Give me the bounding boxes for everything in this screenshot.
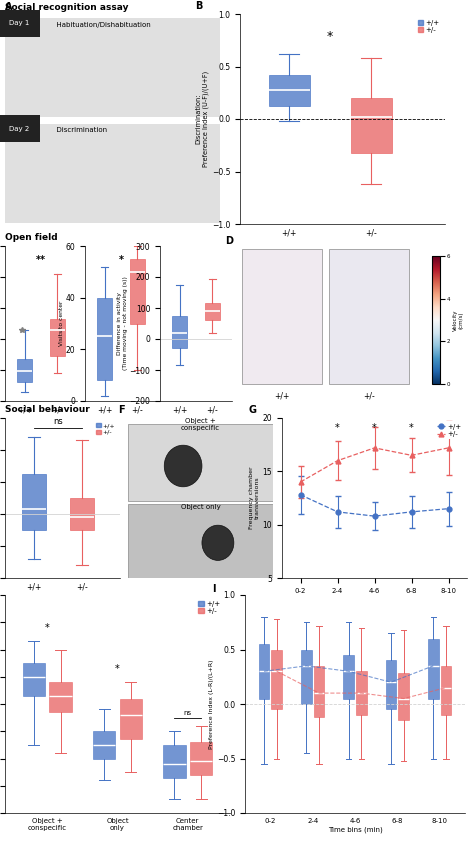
Text: Object only: Object only: [181, 504, 220, 510]
PathPatch shape: [386, 661, 396, 710]
PathPatch shape: [428, 638, 438, 699]
Text: A: A: [5, 14, 12, 24]
Text: **: **: [36, 255, 46, 265]
Text: *: *: [372, 424, 377, 433]
PathPatch shape: [398, 673, 409, 720]
Y-axis label: Preference Index (L-R)/(L+R): Preference Index (L-R)/(L+R): [209, 660, 214, 749]
Bar: [5, 19, 220, 117]
PathPatch shape: [22, 474, 46, 530]
PathPatch shape: [23, 663, 45, 696]
PathPatch shape: [97, 298, 112, 380]
PathPatch shape: [17, 359, 32, 382]
Text: ns: ns: [184, 711, 192, 717]
Legend: +/+, +/-: +/+, +/-: [94, 421, 117, 437]
PathPatch shape: [351, 98, 392, 153]
Bar: [128, 424, 273, 501]
Text: Day 1: Day 1: [9, 20, 30, 26]
Text: *: *: [335, 424, 340, 433]
Bar: [5, 124, 220, 222]
PathPatch shape: [205, 303, 220, 320]
Y-axis label: Frequency chamber
transversions: Frequency chamber transversions: [249, 467, 260, 529]
PathPatch shape: [301, 649, 311, 704]
Text: G: G: [249, 405, 257, 415]
PathPatch shape: [163, 745, 186, 778]
Bar: [242, 249, 322, 384]
PathPatch shape: [190, 742, 212, 775]
PathPatch shape: [50, 319, 65, 357]
Y-axis label: Difference in activity
(Time moving - not moving (s)): Difference in activity (Time moving - no…: [117, 277, 128, 370]
Text: *: *: [409, 424, 414, 433]
Y-axis label: Discrimination:
Preference Index (U-F)/(U+F): Discrimination: Preference Index (U-F)/(…: [195, 70, 209, 167]
Text: Social recognition assay: Social recognition assay: [5, 3, 128, 13]
PathPatch shape: [272, 649, 282, 710]
Text: F: F: [118, 405, 125, 415]
PathPatch shape: [119, 699, 142, 739]
Bar: [128, 504, 273, 578]
Text: Habituation/Dishabituation: Habituation/Dishabituation: [52, 21, 151, 27]
PathPatch shape: [49, 683, 72, 712]
Text: D: D: [225, 235, 233, 245]
PathPatch shape: [130, 259, 145, 323]
PathPatch shape: [441, 666, 451, 715]
PathPatch shape: [314, 666, 324, 717]
Text: Day 2: Day 2: [9, 126, 29, 132]
Legend: +/+, +/-: +/+, +/-: [416, 18, 441, 35]
Text: *: *: [45, 623, 50, 633]
X-axis label: Time bins (min): Time bins (min): [328, 827, 383, 833]
PathPatch shape: [356, 672, 366, 715]
X-axis label: Time bins (min): Time bins (min): [347, 597, 402, 603]
PathPatch shape: [172, 316, 187, 348]
Legend: +/+, +/-: +/+, +/-: [196, 599, 222, 616]
Text: Object +
conspecific: Object + conspecific: [181, 418, 220, 431]
PathPatch shape: [343, 655, 354, 699]
Text: Open field: Open field: [5, 233, 58, 243]
Circle shape: [164, 445, 202, 486]
Text: +/-: +/-: [364, 391, 375, 401]
PathPatch shape: [259, 644, 269, 699]
Text: *: *: [446, 424, 451, 433]
Text: I: I: [212, 584, 216, 594]
Legend: +/+, +/-: +/+, +/-: [435, 421, 464, 439]
PathPatch shape: [269, 75, 310, 106]
PathPatch shape: [93, 731, 115, 758]
Circle shape: [202, 526, 234, 560]
Text: B: B: [195, 2, 202, 11]
Text: *: *: [327, 31, 333, 43]
Text: *: *: [118, 255, 124, 265]
Y-axis label: Visits to center: Visits to center: [59, 301, 64, 346]
PathPatch shape: [70, 498, 94, 530]
Text: +/+: +/+: [274, 391, 290, 401]
Text: ns: ns: [53, 417, 63, 426]
Text: *: *: [115, 664, 120, 674]
Bar: [329, 249, 409, 384]
Y-axis label: Velocity
(cm/s): Velocity (cm/s): [453, 309, 463, 331]
Text: A: A: [5, 2, 12, 12]
Text: Discrimination: Discrimination: [52, 127, 108, 133]
Text: Social behaviour: Social behaviour: [5, 406, 90, 414]
